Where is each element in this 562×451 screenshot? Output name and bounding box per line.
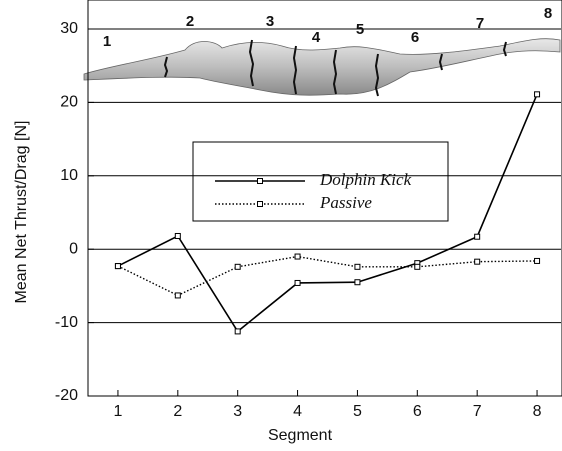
x-tick-label: 8 [533, 403, 542, 420]
y-tick-label: 20 [60, 94, 78, 111]
y-axis-label: Mean Net Thrust/Drag [N] [13, 121, 30, 304]
y-tick-label: -20 [55, 387, 78, 404]
x-tick-label: 4 [293, 403, 302, 420]
swimmer-illustration [84, 39, 560, 96]
segment-annotation: 2 [186, 13, 194, 30]
y-tick-label: -10 [55, 314, 78, 331]
segment-annotation: 4 [312, 29, 321, 46]
x-tick-label: 6 [413, 403, 422, 420]
point-marker [415, 264, 420, 269]
point-marker [355, 264, 360, 269]
y-tick-label: 0 [69, 240, 78, 257]
point-marker [235, 264, 240, 269]
segment-annotation: 7 [476, 15, 484, 32]
legend-marker [258, 179, 263, 184]
point-marker [115, 264, 120, 269]
y-tick-label: 10 [60, 167, 78, 184]
legend: Dolphin Kick Passive [193, 142, 448, 221]
legend-marker [258, 202, 263, 207]
point-marker [535, 258, 540, 263]
x-tick-label: 3 [233, 403, 242, 420]
legend-label: Passive [319, 193, 372, 212]
point-marker [295, 254, 300, 259]
point-marker [295, 280, 300, 285]
point-marker [535, 92, 540, 97]
segment-annotation: 3 [266, 13, 274, 30]
x-tick-label: 1 [113, 403, 122, 420]
segment-annotation: 8 [544, 5, 552, 22]
point-marker [355, 280, 360, 285]
legend-label: Dolphin Kick [319, 170, 412, 189]
y-tick-label: 30 [60, 20, 78, 37]
segment-annotation: 1 [103, 33, 111, 50]
x-tick-label: 5 [353, 403, 362, 420]
x-axis-label: Segment [268, 427, 333, 444]
x-tick-label: 2 [173, 403, 182, 420]
point-marker [175, 293, 180, 298]
point-marker [475, 234, 480, 239]
chart: Segment Mean Net Thrust/Drag [N] Dolphin… [0, 0, 562, 446]
segment-annotation: 6 [411, 29, 419, 46]
point-marker [475, 259, 480, 264]
point-marker [175, 233, 180, 238]
point-marker [235, 329, 240, 334]
segment-annotation: 5 [356, 21, 364, 38]
x-tick-label: 7 [473, 403, 482, 420]
